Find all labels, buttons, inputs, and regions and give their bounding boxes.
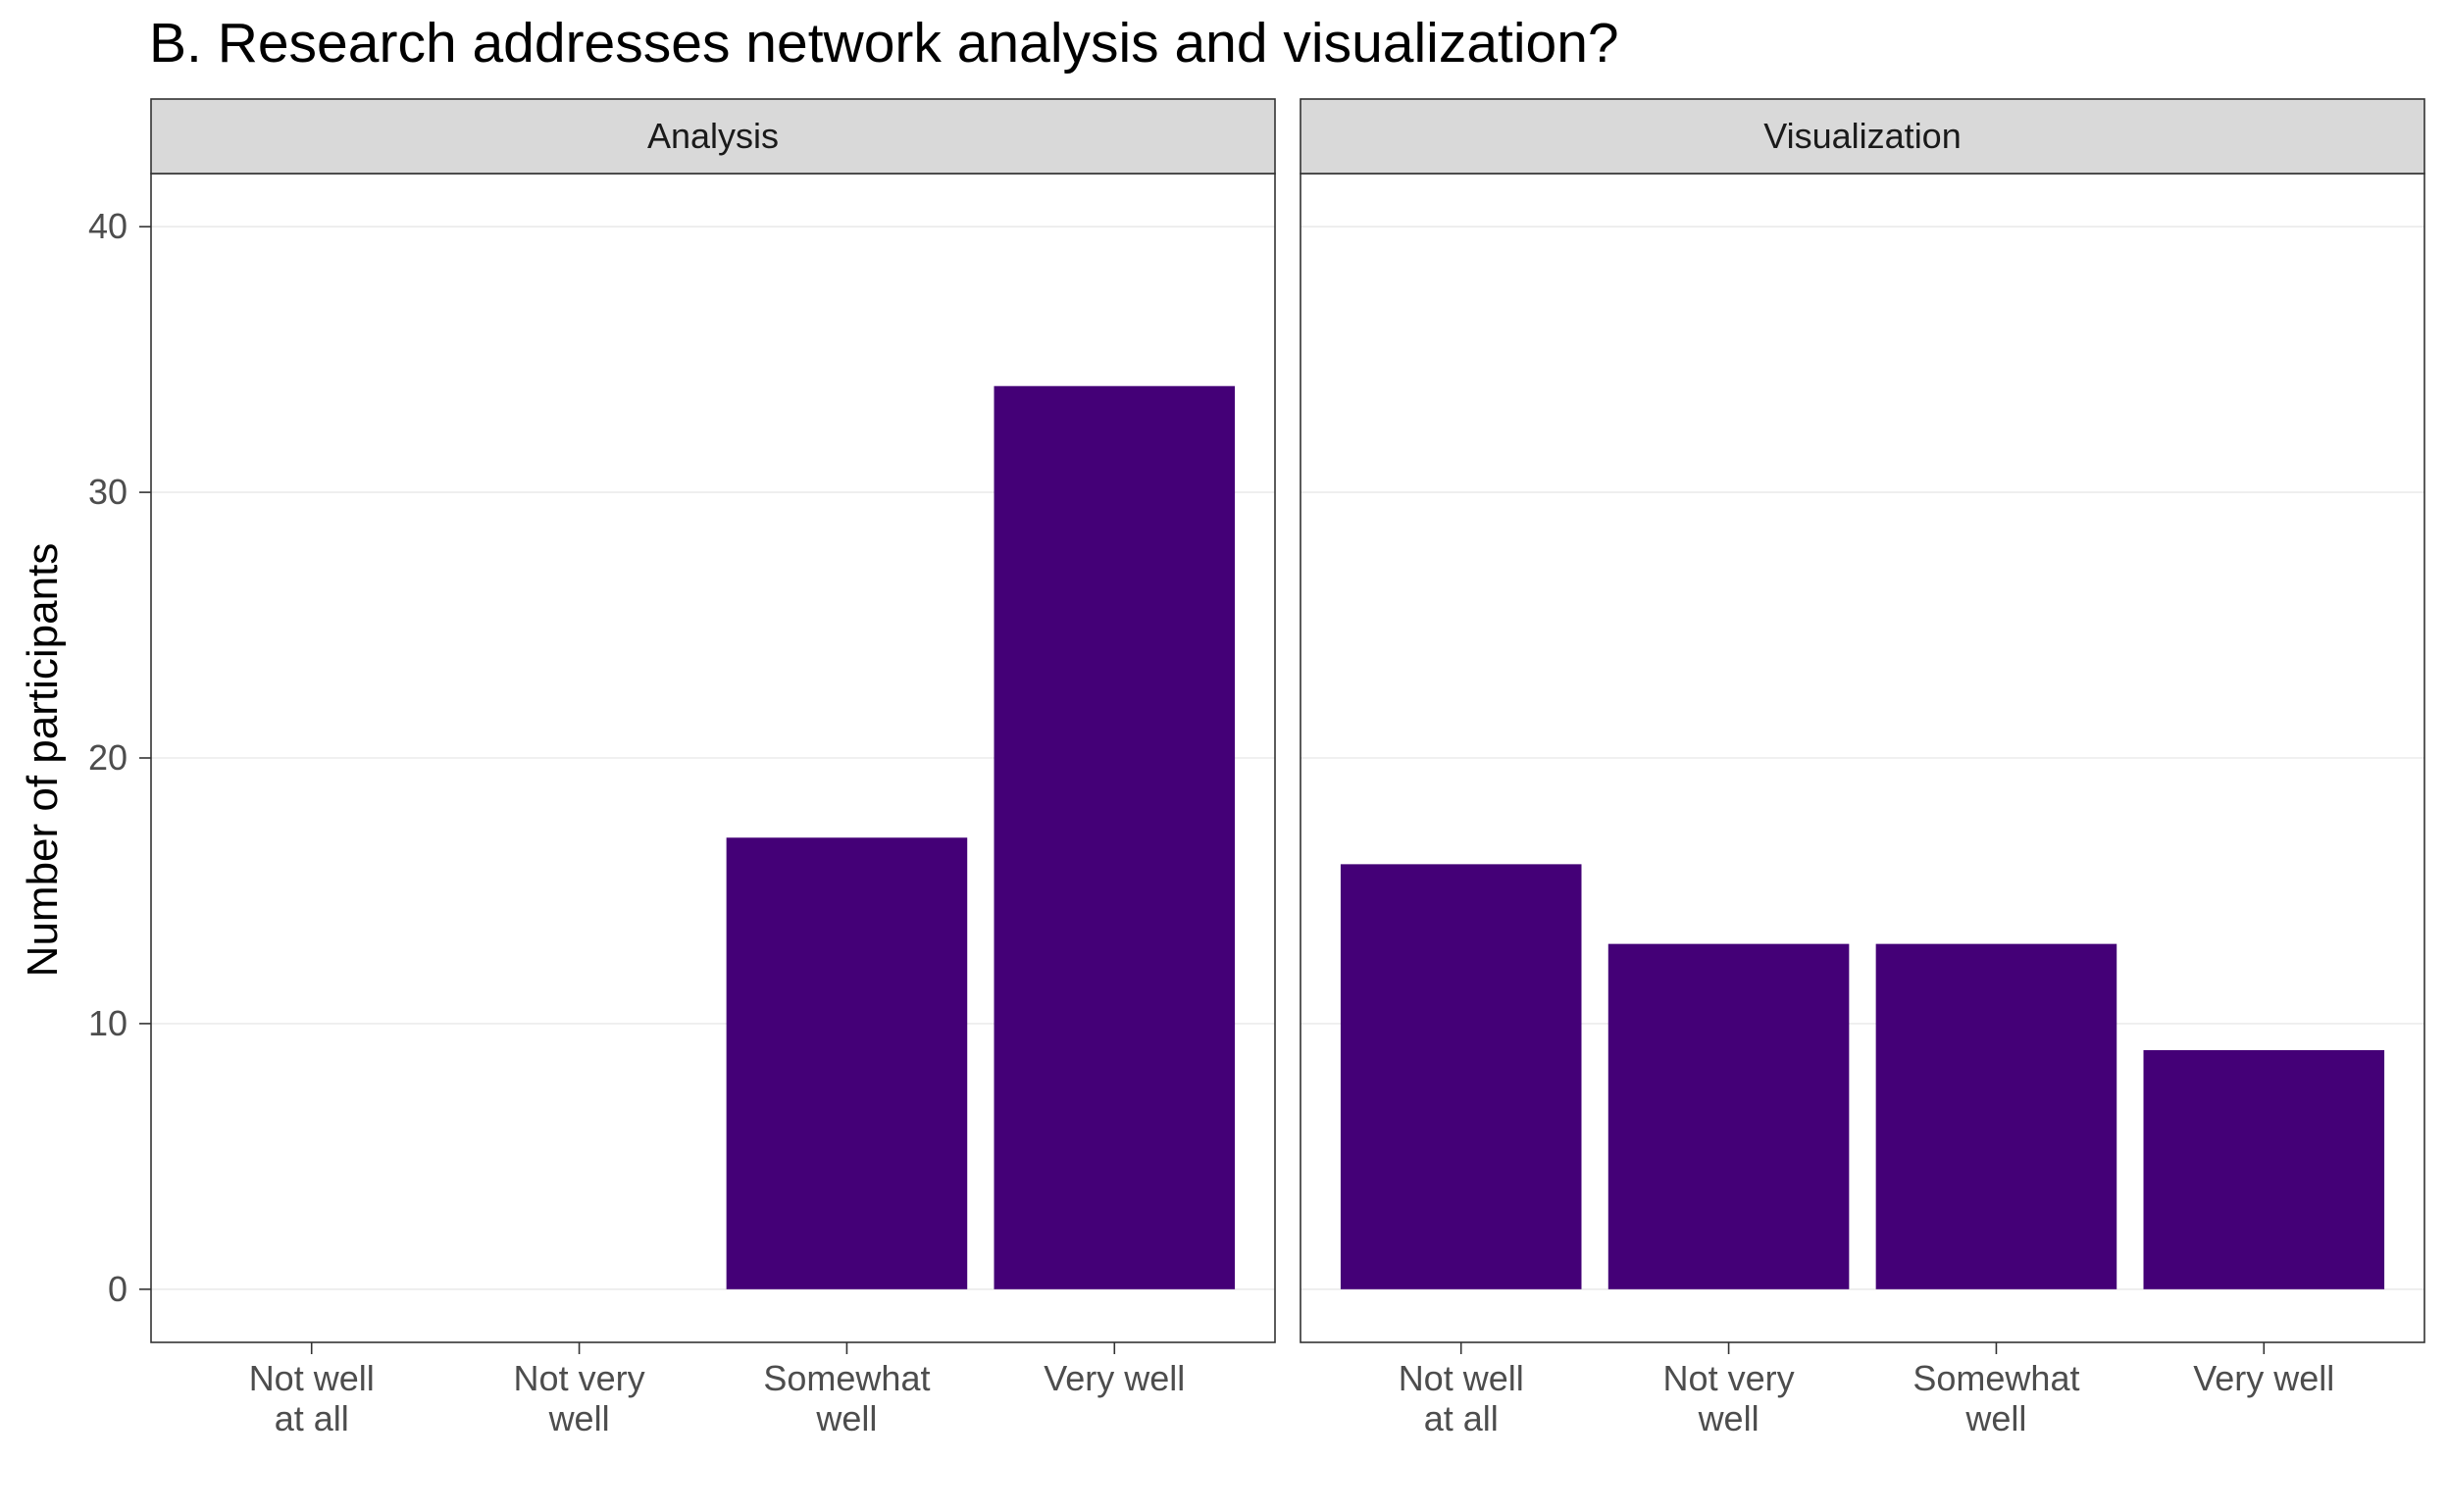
y-tick-label: 40 [88, 206, 128, 246]
x-tick-label: Somewhat well [763, 1358, 930, 1438]
bar [1607, 943, 1850, 1289]
y-tick-label: 30 [88, 472, 128, 512]
y-tick-label: 0 [108, 1269, 128, 1309]
x-tick-label: Not very well [1663, 1358, 1795, 1438]
facet-strip-label: Visualization [1763, 116, 1961, 156]
y-tick-label: 20 [88, 737, 128, 778]
bar [726, 837, 968, 1289]
x-tick-label: Not well at all [249, 1358, 375, 1438]
chart-title: B. Research addresses network analysis a… [149, 12, 1619, 75]
y-axis: 0 10 20 30 40 [88, 206, 151, 1309]
bar [1340, 864, 1582, 1289]
facet-panels: Not well at all Not very well Somewhat well Ve… [150, 98, 2425, 1438]
y-axis-title: Number of participants [19, 543, 67, 978]
x-tick-label: Not very well [514, 1358, 645, 1438]
x-tick-label: Not well at all [1399, 1358, 1524, 1438]
facet-strip [1300, 98, 2425, 175]
x-tick-label: Very well [2193, 1358, 2334, 1398]
bar [1875, 943, 2117, 1289]
x-tick-label: Somewhat well [1912, 1358, 2079, 1438]
facet-strip [150, 98, 1276, 175]
bar [2143, 1050, 2385, 1289]
x-tick-label: Very well [1044, 1358, 1185, 1398]
y-tick-label: 10 [88, 1003, 128, 1043]
panel-analysis: Not well at all Not very well Somewhat well Ve… [150, 98, 1276, 1438]
facet-strip-label: Analysis [647, 116, 779, 156]
panel-visualization: Not well at all Not very well Somewhat well Ve… [1300, 98, 2425, 1438]
bar [994, 385, 1236, 1289]
